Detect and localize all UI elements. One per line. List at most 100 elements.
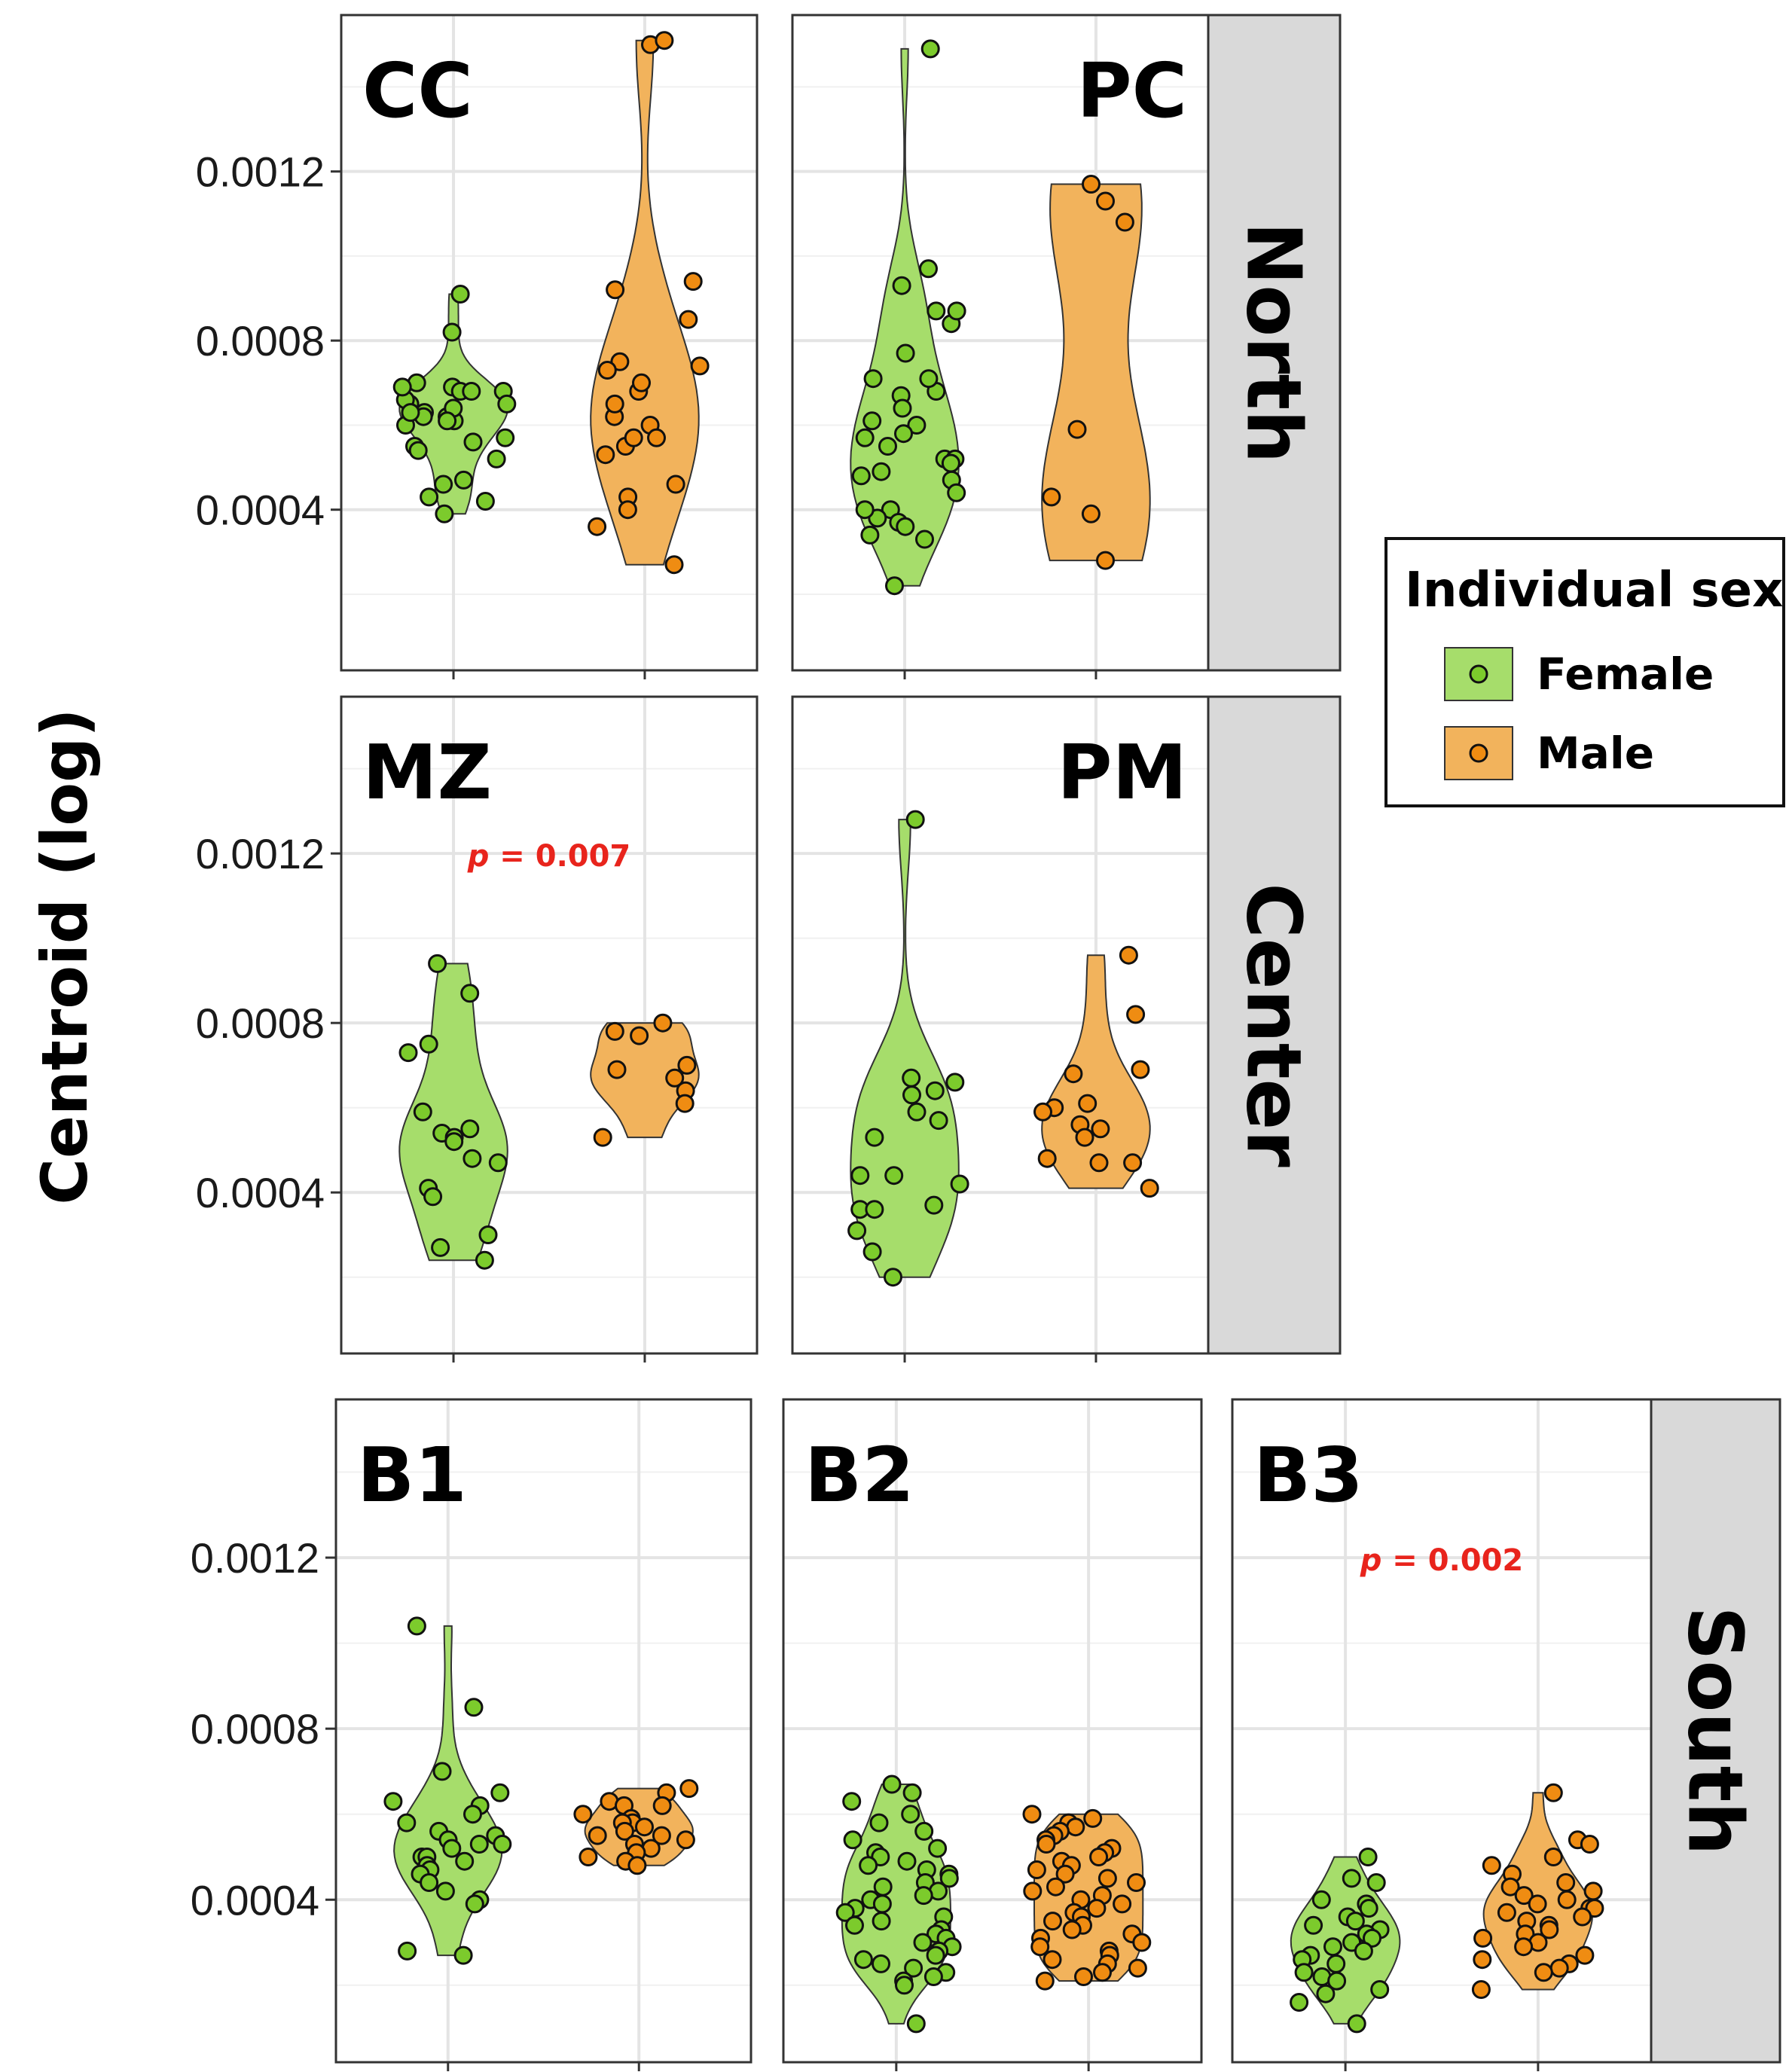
- data-point-male: [1066, 1817, 1085, 1837]
- y-tick-label: 0.0012: [196, 148, 325, 196]
- data-point-female: [463, 432, 483, 452]
- data-point-male: [1583, 1881, 1603, 1901]
- data-point-male: [1097, 1869, 1117, 1888]
- data-point-female: [398, 1043, 418, 1063]
- y-axis-title: Centroid (log): [28, 708, 102, 1204]
- panel-border: [782, 1398, 1203, 2064]
- data-point-female: [469, 1835, 489, 1854]
- data-point-male: [1074, 1967, 1093, 1986]
- data-point-female: [442, 1839, 462, 1858]
- y-tick-label: 0.0012: [191, 1534, 319, 1582]
- data-point-female: [914, 1821, 934, 1841]
- data-point-male: [1473, 1950, 1492, 1970]
- data-point-female: [845, 1915, 864, 1935]
- data-point-female: [435, 504, 454, 523]
- data-point-male: [679, 310, 698, 329]
- data-point-female: [947, 483, 966, 502]
- legend: Individual sex Female Male: [1384, 537, 1785, 807]
- data-point-female: [496, 428, 515, 447]
- violin-female: [850, 819, 960, 1278]
- data-point-male: [615, 1821, 634, 1841]
- data-point-male: [1115, 212, 1134, 232]
- data-point-male: [652, 1796, 672, 1815]
- panel-B1: B1: [334, 1398, 753, 2064]
- data-point-male: [618, 500, 637, 520]
- data-point-male: [596, 445, 615, 465]
- data-point-female: [894, 424, 913, 444]
- legend-title: Individual sex: [1405, 563, 1783, 618]
- data-point-female: [444, 1132, 464, 1152]
- data-point-female: [847, 1221, 867, 1240]
- data-point-female: [939, 1869, 959, 1888]
- data-point-female: [865, 1200, 884, 1219]
- panel-MZ: MZ p = 0.007: [340, 695, 759, 1355]
- data-point-male: [1131, 1060, 1150, 1079]
- data-point-male: [1096, 551, 1115, 570]
- data-point-female: [928, 1839, 948, 1858]
- data-point-female: [893, 398, 912, 418]
- data-point-female: [1304, 1915, 1323, 1935]
- legend-point-male: [1469, 743, 1488, 763]
- data-point-female: [872, 1894, 892, 1914]
- data-point-male: [627, 1856, 647, 1875]
- y-tick-label: 0.0012: [196, 830, 325, 877]
- data-point-female: [927, 301, 946, 321]
- panel-label: PM: [1057, 728, 1187, 816]
- data-point-male: [1132, 1933, 1152, 1952]
- data-point-male: [1123, 1153, 1143, 1173]
- y-tick-label: 0.0008: [196, 317, 325, 365]
- data-point-male: [630, 1026, 649, 1045]
- data-point-male: [1042, 487, 1061, 507]
- data-point-female: [423, 1187, 443, 1207]
- panel-label: B3: [1253, 1431, 1363, 1519]
- data-point-female: [475, 1250, 494, 1270]
- legend-point-female: [1469, 664, 1488, 684]
- data-point-female: [455, 1851, 475, 1871]
- data-point-male: [1036, 1835, 1056, 1854]
- y-tick-label: 0.0004: [191, 1876, 319, 1924]
- y-tick-label: 0.0008: [196, 999, 325, 1047]
- data-point-male: [1030, 1937, 1050, 1957]
- data-point-male: [605, 1021, 624, 1041]
- data-point-male: [652, 1826, 671, 1845]
- data-point-female: [453, 1945, 473, 1965]
- data-point-female: [860, 525, 880, 545]
- data-point-female: [1290, 1993, 1309, 2012]
- data-point-female: [905, 810, 925, 829]
- data-point-female: [869, 1813, 889, 1832]
- data-point-female: [862, 411, 882, 431]
- data-point-female: [1347, 2014, 1366, 2034]
- data-point-female: [1370, 1980, 1390, 1999]
- data-point-male: [593, 1128, 612, 1147]
- data-point-male: [1540, 1920, 1559, 1939]
- legend-label-female: Female: [1537, 648, 1714, 700]
- data-point-female: [463, 1805, 482, 1824]
- data-point-female: [419, 1034, 438, 1054]
- data-point-female: [896, 517, 915, 536]
- data-point-female: [1323, 1937, 1342, 1957]
- data-point-female: [925, 1081, 945, 1100]
- data-point-female: [855, 428, 875, 447]
- data-point-male: [1096, 191, 1115, 211]
- data-point-female: [490, 1783, 510, 1802]
- panel-B2: B2: [782, 1398, 1203, 2064]
- data-point-female: [1363, 1928, 1381, 1948]
- data-point-female: [884, 1166, 904, 1186]
- data-point-female: [438, 411, 457, 431]
- data-point-female: [408, 441, 428, 460]
- data-point-male: [1087, 1899, 1107, 1918]
- data-point-female: [1345, 1912, 1365, 1931]
- data-point-female: [464, 1698, 484, 1717]
- data-point-female: [947, 301, 966, 321]
- data-point-female: [407, 1616, 426, 1636]
- data-point-female: [475, 492, 495, 511]
- data-point-male: [1022, 1805, 1042, 1824]
- data-point-male: [1043, 1950, 1062, 1970]
- data-point-female: [392, 377, 412, 397]
- data-point-female: [1342, 1869, 1361, 1888]
- violin-male: [590, 39, 700, 566]
- data-point-female: [862, 1242, 882, 1262]
- data-point-male: [1514, 1937, 1534, 1957]
- data-point-male: [1580, 1835, 1599, 1854]
- data-point-male: [676, 1830, 695, 1850]
